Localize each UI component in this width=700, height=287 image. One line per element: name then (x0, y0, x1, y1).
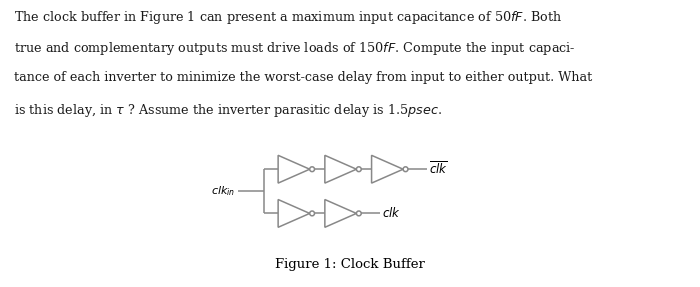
Text: Figure 1: Clock Buffer: Figure 1: Clock Buffer (275, 258, 425, 272)
Text: $clk$: $clk$ (382, 206, 401, 220)
Text: $\overline{clk}$: $\overline{clk}$ (429, 161, 448, 177)
Text: tance of each inverter to minimize the worst-case delay from input to either out: tance of each inverter to minimize the w… (14, 71, 592, 84)
Text: $clk_{in}$: $clk_{in}$ (211, 185, 236, 198)
Text: The clock buffer in Figure 1 can present a maximum input capacitance of 50$fF$. : The clock buffer in Figure 1 can present… (14, 9, 562, 26)
Text: is this delay, in $\tau$ ? Assume the inverter parasitic delay is 1.5$psec$.: is this delay, in $\tau$ ? Assume the in… (14, 102, 442, 119)
Text: true and complementary outputs must drive loads of 150$fF$. Compute the input ca: true and complementary outputs must driv… (14, 40, 575, 57)
